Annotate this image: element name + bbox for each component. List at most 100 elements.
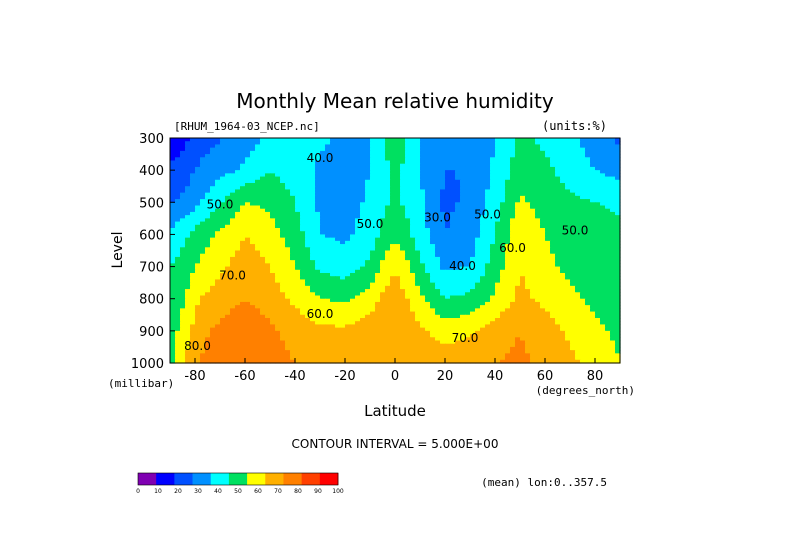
heatmap-cell [600,138,606,142]
heatmap-cell [295,250,301,255]
heatmap-cell [350,163,356,168]
heatmap-cell [585,301,591,306]
heatmap-cell [415,183,421,187]
heatmap-cell [590,163,596,168]
heatmap-cell [445,244,451,248]
heatmap-cell [395,202,401,207]
heatmap-cell [595,192,601,197]
heatmap-cell [395,247,401,252]
heatmap-cell [230,298,236,303]
heatmap-cell [515,224,521,229]
heatmap-cell [615,260,621,264]
heatmap-cell [470,166,476,171]
heatmap-cell [550,250,556,255]
heatmap-cell [250,176,256,181]
heatmap-cell [490,311,496,316]
heatmap-cell [400,240,406,245]
heatmap-cell [525,256,531,261]
heatmap-cell [450,160,456,165]
heatmap-cell [520,298,526,303]
heatmap-cell [570,269,576,274]
heatmap-cell [590,273,596,277]
heatmap-cell [515,192,521,197]
heatmap-cell [230,211,236,216]
heatmap-cell [340,260,346,264]
heatmap-cell [590,195,596,200]
heatmap-cell [510,199,516,203]
heatmap-cell [385,311,391,316]
heatmap-cell [485,276,491,281]
heatmap-cell [265,141,271,146]
heatmap-cell [545,247,551,252]
heatmap-cell [335,256,341,261]
heatmap-cell [500,244,506,248]
heatmap-cell [350,202,356,207]
heatmap-cell [345,285,351,290]
heatmap-cell [265,170,271,174]
heatmap-cell [210,202,216,207]
heatmap-cell [190,285,196,290]
heatmap-cell [400,138,406,142]
heatmap-cell [230,276,236,281]
heatmap-cell [385,234,391,239]
heatmap-cell [470,256,476,261]
heatmap-cell [575,211,581,216]
heatmap-cell [410,289,416,293]
heatmap-cell [460,154,466,158]
heatmap-cell [265,269,271,274]
plot-area: 40.050.050.0 30.0 50.040.060.050.070.060.0… [169,137,621,364]
heatmap-cell [410,247,416,252]
heatmap-cell [400,308,406,313]
heatmap-cell [485,240,491,245]
heatmap-layer [170,138,621,364]
heatmap-cell [585,192,591,197]
heatmap-cell [180,311,186,316]
heatmap-cell [285,192,291,197]
heatmap-cell [365,224,371,229]
heatmap-cell [395,189,401,194]
heatmap-cell [205,314,211,319]
heatmap-cell [590,224,596,229]
heatmap-cell [495,301,501,306]
heatmap-cell [450,218,456,223]
heatmap-cell [170,154,176,158]
heatmap-cell [610,173,616,178]
heatmap-cell [540,308,546,313]
heatmap-cell [450,186,456,191]
heatmap-cell [370,250,376,255]
heatmap-cell [355,208,361,213]
heatmap-cell [490,179,496,184]
heatmap-cell [210,221,216,226]
heatmap-cell [350,179,356,184]
heatmap-cell [275,273,281,277]
heatmap-cell [230,208,236,213]
heatmap-cell [215,247,221,252]
heatmap-cell [175,266,181,271]
heatmap-cell [470,199,476,203]
heatmap-cell [610,301,616,306]
heatmap-cell [430,154,436,158]
heatmap-cell [405,273,411,277]
heatmap-cell [305,266,311,271]
heatmap-cell [375,231,381,236]
heatmap-cell [320,163,326,168]
heatmap-cell [560,205,566,210]
heatmap-cell [265,256,271,261]
heatmap-cell [475,186,481,191]
heatmap-cell [385,147,391,152]
heatmap-cell [245,276,251,281]
heatmap-cell [250,269,256,274]
heatmap-cell [370,218,376,223]
heatmap-cell [395,166,401,171]
heatmap-cell [475,285,481,290]
heatmap-cell [500,179,506,184]
heatmap-cell [365,240,371,245]
heatmap-cell [375,289,381,293]
heatmap-cell [365,282,371,287]
heatmap-cell [365,195,371,200]
heatmap-cell [520,154,526,158]
heatmap-cell [525,154,531,158]
heatmap-cell [410,186,416,191]
heatmap-cell [540,186,546,191]
heatmap-cell [210,237,216,242]
